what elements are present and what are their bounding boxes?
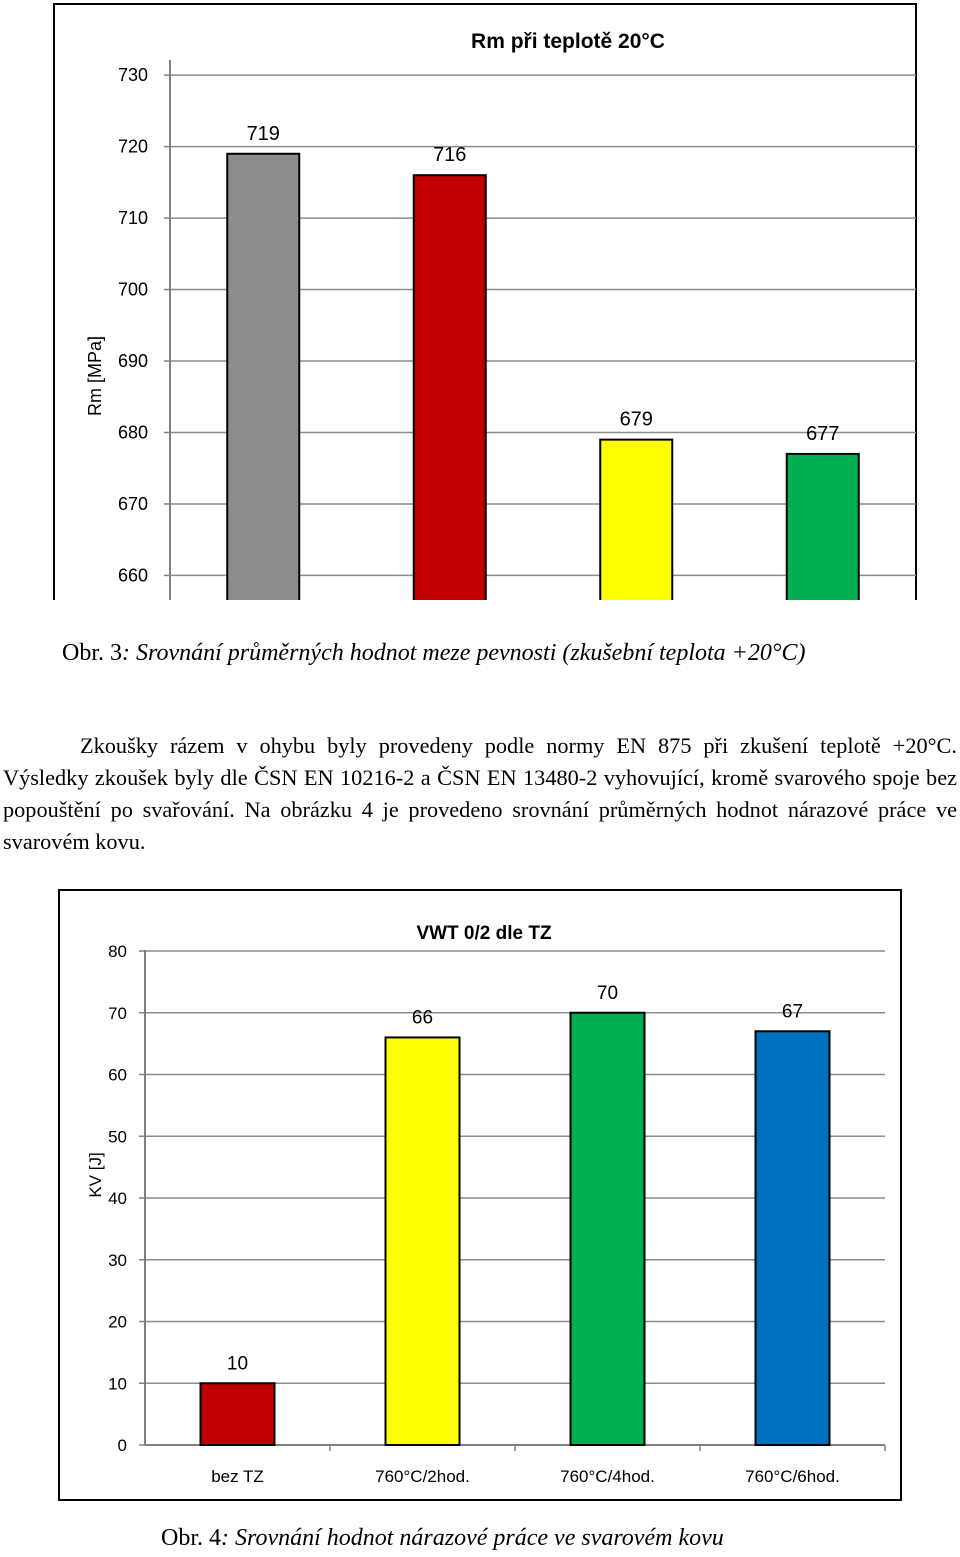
rm-chart-title: Rm při teplotě 20°C <box>471 30 665 53</box>
y-tick-label: 670 <box>118 494 148 514</box>
data-label: 679 <box>620 409 653 431</box>
kv-chart-title: VWT 0/2 dle TZ <box>416 923 552 944</box>
y-tick-label: 50 <box>108 1127 127 1146</box>
bar <box>384 1036 461 1446</box>
y-tick-label: 690 <box>118 351 148 371</box>
kv-chart: 80 70 60 50 40 30 20 10 0 10 bez TZ 66 760°C/2hod. 7… <box>58 889 902 1501</box>
bar <box>226 152 301 600</box>
y-tick-label: 700 <box>118 280 148 300</box>
bar <box>785 452 860 600</box>
rm-chart: 730 720 710 700 690 680 670 660 719 716 679 677 Rm… <box>53 3 917 600</box>
y-tick-label: 60 <box>108 1066 127 1085</box>
data-label: 719 <box>247 123 280 145</box>
y-tick-label: 660 <box>118 565 148 585</box>
data-label: 677 <box>806 423 839 445</box>
x-category-label: 760°C/6hod. <box>745 1467 840 1486</box>
figure-3-caption-text: : Srovnání průměrných hodnot meze pevnos… <box>122 640 806 666</box>
bar <box>412 174 487 600</box>
y-tick-label: 10 <box>108 1374 127 1393</box>
y-tick-label: 30 <box>108 1251 127 1270</box>
x-category-label: bez TZ <box>211 1467 264 1486</box>
y-tick-label: 710 <box>118 208 148 228</box>
data-label: 70 <box>597 983 618 1004</box>
figure-4-caption-text: : Srovnání hodnot nárazové práce ve svar… <box>221 1525 724 1551</box>
y-tick-label: 20 <box>108 1313 127 1332</box>
bar <box>754 1030 831 1446</box>
bar <box>569 1011 646 1446</box>
bar <box>199 1382 276 1446</box>
body-paragraph: Zkoušky rázem v ohybu byly provedeny pod… <box>3 730 957 858</box>
data-label: 716 <box>433 144 466 166</box>
body-paragraph-text: Zkoušky rázem v ohybu byly provedeny pod… <box>3 733 957 854</box>
x-category-label: 760°C/4hod. <box>560 1467 655 1486</box>
rm-y-axis-label: Rm [MPa] <box>85 336 105 416</box>
y-tick-label: 80 <box>108 942 127 961</box>
kv-y-axis-label: KV [J] <box>86 1152 105 1197</box>
data-label: 67 <box>782 1001 803 1022</box>
figure-4-caption: Obr. 4: Srovnání hodnot nárazové práce v… <box>161 1525 724 1552</box>
data-label: 66 <box>412 1007 433 1028</box>
bar <box>599 438 674 600</box>
y-tick-label: 70 <box>108 1004 127 1023</box>
figure-3-caption: Obr. 3: Srovnání průměrných hodnot meze … <box>62 640 805 667</box>
y-tick-label: 40 <box>108 1189 127 1208</box>
y-tick-label: 720 <box>118 137 148 157</box>
x-category-label: 760°C/2hod. <box>375 1467 470 1486</box>
y-tick-label: 680 <box>118 422 148 442</box>
figure-4-caption-prefix: Obr. 4 <box>161 1525 221 1551</box>
figure-3-caption-prefix: Obr. 3 <box>62 640 122 666</box>
y-tick-label: 730 <box>118 65 148 85</box>
data-label: 10 <box>227 1353 248 1374</box>
y-tick-label: 0 <box>118 1436 127 1455</box>
